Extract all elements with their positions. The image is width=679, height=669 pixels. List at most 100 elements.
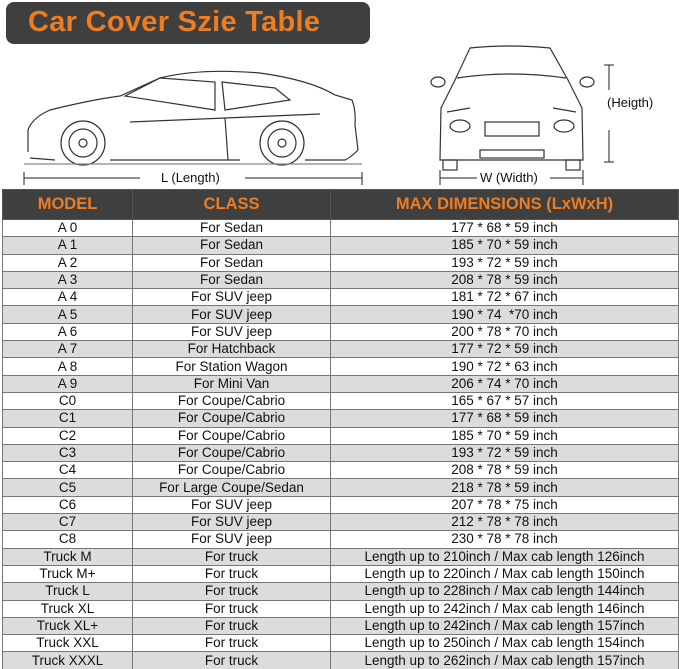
class-cell: For truck bbox=[132, 547, 331, 566]
dimensions-cell: 185 * 70 * 59 inch bbox=[330, 426, 679, 445]
model-cell: C0 bbox=[2, 391, 133, 411]
model-cell: Truck XL+ bbox=[2, 616, 133, 636]
dimensions-cell: 206 * 74 * 70 inch bbox=[330, 374, 679, 393]
model-cell: A 7 bbox=[2, 340, 133, 359]
class-cell: For Sedan bbox=[132, 218, 331, 238]
model-cell: C2 bbox=[2, 426, 133, 445]
table-row: A 7 For Hatchback 177 * 72 * 59 inch bbox=[2, 340, 679, 359]
class-cell: For SUV jeep bbox=[132, 530, 331, 549]
model-cell: A 9 bbox=[2, 374, 133, 393]
column-header-dimensions: MAX DIMENSIONS (LxWxH) bbox=[330, 189, 679, 220]
class-cell: For Sedan bbox=[132, 236, 331, 255]
model-cell: A 8 bbox=[2, 357, 133, 376]
model-cell: A 3 bbox=[2, 270, 133, 290]
table-row: C7 For SUV jeep 212 * 78 * 78 inch bbox=[2, 513, 679, 532]
class-cell: For truck bbox=[132, 616, 331, 636]
table-row: A 5 For SUV jeep 190 * 74 *70 inch bbox=[2, 305, 679, 324]
dimensions-cell: 230 * 78 * 78 inch bbox=[330, 530, 679, 549]
model-cell: A 1 bbox=[2, 236, 133, 255]
class-cell: For Coupe/Cabrio bbox=[132, 426, 331, 445]
dimensions-cell: 218 * 78 * 59 inch bbox=[330, 478, 679, 497]
column-header-model: MODEL bbox=[2, 189, 133, 220]
model-cell: Truck M bbox=[2, 547, 133, 566]
model-cell: Truck XXL bbox=[2, 634, 133, 653]
length-label: L (Length) bbox=[158, 170, 223, 185]
class-cell: For truck bbox=[132, 582, 331, 601]
table-row: A 0 For Sedan 177 * 68 * 59 inch bbox=[2, 218, 679, 238]
class-cell: For Mini Van bbox=[132, 374, 331, 393]
model-cell: C7 bbox=[2, 513, 133, 532]
dimensions-cell: 212 * 78 * 78 inch bbox=[330, 513, 679, 532]
dimensions-cell: 177 * 72 * 59 inch bbox=[330, 340, 679, 359]
class-cell: For SUV jeep bbox=[132, 322, 331, 342]
title-banner: Car Cover Szie Table bbox=[6, 2, 370, 44]
table-row: Truck M+ For truck Length up to 220inch / … bbox=[2, 564, 679, 584]
table-row: A 1 For Sedan 185 * 70 * 59 inch bbox=[2, 236, 679, 255]
dimensions-cell: 177 * 68 * 59 inch bbox=[330, 218, 679, 238]
class-cell: For Large Coupe/Sedan bbox=[132, 478, 331, 497]
column-header-class: CLASS bbox=[132, 189, 331, 220]
dimensions-cell: Length up to 250inch / Max cab length 15… bbox=[330, 634, 679, 653]
dimensions-cell: 207 * 78 * 75 inch bbox=[330, 495, 679, 515]
class-cell: For Station Wagon bbox=[132, 357, 331, 376]
model-cell: A 5 bbox=[2, 305, 133, 324]
class-cell: For Hatchback bbox=[132, 340, 331, 359]
model-cell: Truck XXXL bbox=[2, 651, 133, 669]
table-row: A 6 For SUV jeep 200 * 78 * 70 inch bbox=[2, 322, 679, 342]
model-cell: Truck L bbox=[2, 582, 133, 601]
model-cell: A 4 bbox=[2, 288, 133, 307]
class-cell: For truck bbox=[132, 564, 331, 584]
dimensions-cell: 208 * 78 * 59 inch bbox=[330, 270, 679, 290]
class-cell: For Coupe/Cabrio bbox=[132, 391, 331, 411]
dimensions-cell: 165 * 67 * 57 inch bbox=[330, 391, 679, 411]
table-row: C2 For Coupe/Cabrio 185 * 70 * 59 inch bbox=[2, 426, 679, 445]
table-row: C0 For Coupe/Cabrio 165 * 67 * 57 inch bbox=[2, 391, 679, 411]
model-cell: C4 bbox=[2, 461, 133, 480]
class-cell: For SUV jeep bbox=[132, 513, 331, 532]
table-row: A 2 For Sedan 193 * 72 * 59 inch bbox=[2, 253, 679, 272]
model-cell: C3 bbox=[2, 443, 133, 463]
table-row: A 4 For SUV jeep 181 * 72 * 67 inch bbox=[2, 288, 679, 307]
model-cell: C8 bbox=[2, 530, 133, 549]
dimensions-cell: 208 * 78 * 59 inch bbox=[330, 461, 679, 480]
class-cell: For SUV jeep bbox=[132, 495, 331, 515]
dimensions-cell: 190 * 74 *70 inch bbox=[330, 305, 679, 324]
dimensions-cell: Length up to 242inch / Max cab length 15… bbox=[330, 616, 679, 636]
table-row: Truck XL+ For truck Length up to 242inch /… bbox=[2, 616, 679, 636]
class-cell: For Coupe/Cabrio bbox=[132, 461, 331, 480]
model-cell: Truck M+ bbox=[2, 564, 133, 584]
dimensions-cell: 177 * 68 * 59 inch bbox=[330, 409, 679, 428]
table-row: Truck XXL For truck Length up to 250inch /… bbox=[2, 634, 679, 653]
class-cell: For Coupe/Cabrio bbox=[132, 443, 331, 463]
table-row: C5 For Large Coupe/Sedan 218 * 78 * 59 inc… bbox=[2, 478, 679, 497]
dimensions-cell: 190 * 72 * 63 inch bbox=[330, 357, 679, 376]
dimensions-cell: Length up to 262inch / Max cab length 15… bbox=[330, 651, 679, 669]
table-row: Truck M For truck Length up to 210inch / M… bbox=[2, 547, 679, 566]
dimensions-cell: Length up to 210inch / Max cab length 12… bbox=[330, 547, 679, 566]
model-cell: A 2 bbox=[2, 253, 133, 272]
model-cell: A 0 bbox=[2, 218, 133, 238]
dimensions-cell: 193 * 72 * 59 inch bbox=[330, 443, 679, 463]
class-cell: For Sedan bbox=[132, 270, 331, 290]
width-label: W (Width) bbox=[477, 170, 541, 185]
class-cell: For truck bbox=[132, 651, 331, 669]
class-cell: For SUV jeep bbox=[132, 305, 331, 324]
dimensions-cell: Length up to 242inch / Max cab length 14… bbox=[330, 599, 679, 618]
table-row: C8 For SUV jeep 230 * 78 * 78 inch bbox=[2, 530, 679, 549]
table-row: Truck L For truck Length up to 228inch / M… bbox=[2, 582, 679, 601]
dimensions-cell: 193 * 72 * 59 inch bbox=[330, 253, 679, 272]
class-cell: For truck bbox=[132, 634, 331, 653]
dimensions-cell: Length up to 220inch / Max cab length 15… bbox=[330, 564, 679, 584]
table-row: C6 For SUV jeep 207 * 78 * 75 inch bbox=[2, 495, 679, 515]
dimensions-cell: 181 * 72 * 67 inch bbox=[330, 288, 679, 307]
table-row: A 8 For Station Wagon 190 * 72 * 63 inch bbox=[2, 357, 679, 376]
class-cell: For Coupe/Cabrio bbox=[132, 409, 331, 428]
model-cell: Truck XL bbox=[2, 599, 133, 618]
model-cell: C6 bbox=[2, 495, 133, 515]
model-cell: C5 bbox=[2, 478, 133, 497]
table-row: C1 For Coupe/Cabrio 177 * 68 * 59 inch bbox=[2, 409, 679, 428]
dimensions-cell: Length up to 228inch / Max cab length 14… bbox=[330, 582, 679, 601]
page-title: Car Cover Szie Table bbox=[28, 6, 321, 38]
table-row: C4 For Coupe/Cabrio 208 * 78 * 59 inch bbox=[2, 461, 679, 480]
